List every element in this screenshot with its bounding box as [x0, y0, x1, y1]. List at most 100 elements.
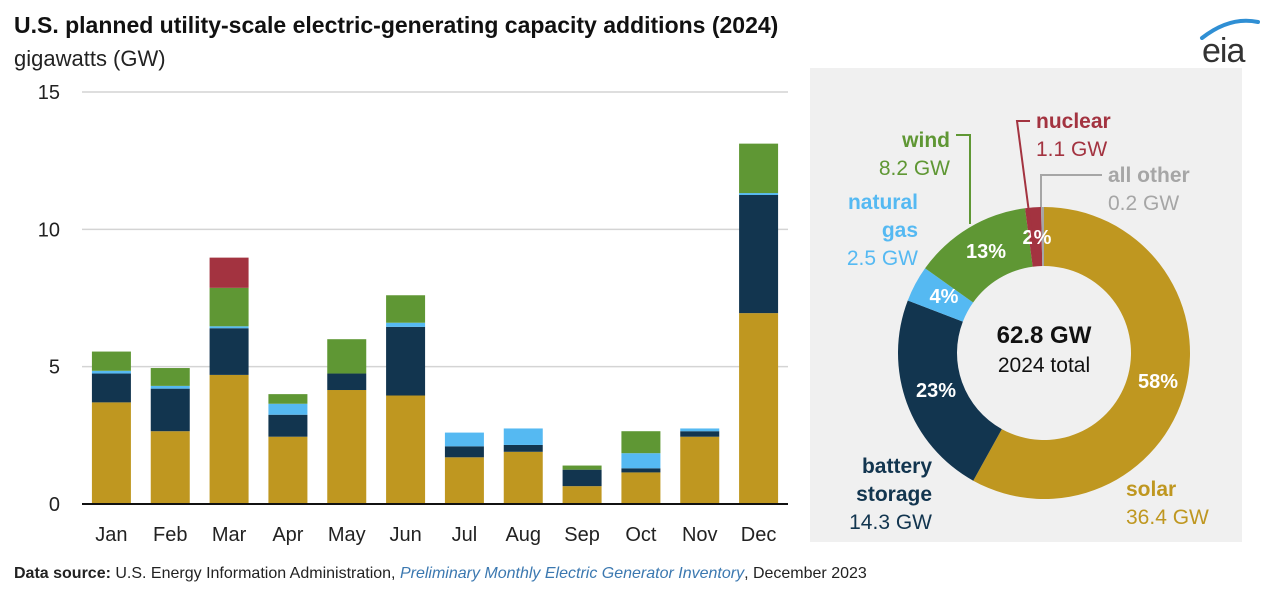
- donut-slice-all-other: [1041, 207, 1044, 267]
- bar-segment-solar-dec: [739, 313, 779, 504]
- bar-segment-solar-jan: [91, 402, 131, 504]
- x-tick-label: Jan: [95, 524, 127, 546]
- stacked-bar-chart: 0 5 10 15 Jan Feb Mar Apr May Jun Jul Aug Sep Oct Nov D…: [38, 82, 788, 546]
- leader-line-wind: [956, 134, 971, 224]
- bar-segment-battery-storage-mar: [209, 328, 249, 375]
- source-label: Data source:: [14, 565, 111, 582]
- bar-segment-wind-sep: [562, 465, 602, 470]
- bar-segment-battery-storage-sep: [562, 469, 602, 487]
- donut-label-all-other-0: all other: [1108, 164, 1190, 187]
- donut-label-wind-1: 8.2 GW: [879, 157, 950, 180]
- donut-label-battery-storage-1: storage: [856, 483, 932, 506]
- leader-line-all-other: [1040, 174, 1102, 207]
- donut-label-wind-0: wind: [901, 129, 950, 152]
- donut-center-label: 2024 total: [998, 354, 1090, 377]
- donut-label-solar-0: solar: [1126, 478, 1176, 501]
- bar-segment-battery-storage-feb: [150, 388, 190, 432]
- donut-percent-label-battery-storage: 23%: [916, 380, 956, 402]
- bar-segment-solar-jun: [386, 395, 426, 504]
- donut-label-nuclear-0: nuclear: [1036, 110, 1111, 133]
- bar-segment-solar-feb: [150, 431, 190, 504]
- bar-segment-battery-storage-jun: [386, 326, 426, 396]
- x-tick-label: Mar: [212, 524, 247, 546]
- donut-label-nuclear-1: 1.1 GW: [1036, 138, 1107, 161]
- donut-label-natural-gas-2: 2.5 GW: [847, 247, 918, 270]
- data-source-note: Data source: U.S. Energy Information Adm…: [14, 565, 867, 583]
- x-tick-label: Jun: [389, 524, 421, 546]
- x-tick-label: Oct: [625, 524, 657, 546]
- donut-slice-wind: [925, 208, 1033, 303]
- x-tick-label: Aug: [505, 524, 541, 546]
- bar-segment-natural-gas-aug: [503, 428, 543, 445]
- donut-label-battery-storage-2: 14.3 GW: [849, 511, 932, 534]
- bar-segment-natural-gas-mar: [209, 326, 249, 329]
- bar-segment-battery-storage-may: [327, 373, 367, 391]
- bar-segment-solar-apr: [268, 436, 308, 504]
- bar-segment-wind-apr: [268, 394, 308, 404]
- bar-segment-natural-gas-jan: [91, 370, 131, 374]
- x-tick-label: Apr: [272, 524, 303, 546]
- y-axis-unit-label: gigawatts (GW): [14, 46, 166, 71]
- bar-segment-wind-jun: [386, 295, 426, 323]
- logo-swoosh-icon: [1200, 18, 1260, 40]
- bar-segment-wind-feb: [150, 368, 190, 386]
- bar-segment-solar-sep: [562, 486, 602, 504]
- donut-label-all-other-1: 0.2 GW: [1108, 192, 1179, 215]
- x-tick-label: Sep: [564, 524, 600, 546]
- source-date: , December 2023: [744, 565, 867, 582]
- bar-segment-wind-may: [327, 339, 367, 374]
- x-tick-label: Feb: [153, 524, 187, 546]
- bar-segment-wind-mar: [209, 287, 249, 327]
- bar-segment-natural-gas-feb: [150, 385, 190, 389]
- donut-label-natural-gas-0: natural: [848, 191, 918, 214]
- bar-segment-natural-gas-dec: [739, 193, 779, 195]
- bar-segment-wind-jan: [91, 351, 131, 371]
- eia-logo: eia: [1192, 10, 1262, 70]
- bar-segment-battery-storage-aug: [503, 444, 543, 452]
- y-tick-label: 15: [38, 82, 60, 104]
- bar-segment-solar-may: [327, 390, 367, 504]
- y-tick-label: 5: [49, 357, 60, 379]
- donut-label-natural-gas-1: gas: [882, 219, 918, 242]
- source-publication-link[interactable]: Preliminary Monthly Electric Generator I…: [399, 565, 745, 582]
- bar-segment-solar-nov: [680, 436, 720, 504]
- donut-label-battery-storage-0: battery: [862, 455, 932, 478]
- bar-segment-natural-gas-apr: [268, 403, 308, 415]
- bar-segment-battery-storage-nov: [680, 431, 720, 437]
- bar-segment-solar-mar: [209, 374, 249, 504]
- source-org: U.S. Energy Information Administration,: [110, 565, 400, 582]
- bar-segment-natural-gas-jul: [444, 432, 484, 447]
- donut-center-value: 62.8 GW: [997, 322, 1092, 349]
- logo-text: eia: [1202, 32, 1245, 70]
- donut-label-solar-1: 36.4 GW: [1126, 506, 1209, 529]
- y-tick-label: 10: [38, 219, 60, 241]
- x-tick-label: Nov: [682, 524, 718, 546]
- bar-segment-battery-storage-dec: [739, 195, 779, 314]
- x-tick-label: May: [328, 524, 366, 546]
- bar-segment-solar-jul: [444, 457, 484, 504]
- bar-segment-battery-storage-jan: [91, 373, 131, 403]
- donut-percent-label-natural-gas: 4%: [930, 286, 959, 308]
- bar-segment-wind-dec: [739, 143, 779, 194]
- bar-segment-nuclear-mar: [209, 257, 249, 288]
- y-tick-label: 0: [49, 494, 60, 516]
- donut-percent-label-nuclear: 2%: [1023, 227, 1052, 249]
- bar-segment-solar-oct: [621, 472, 661, 504]
- donut-slice-natural-gas: [907, 268, 974, 322]
- chart-title: U.S. planned utility-scale electric-gene…: [14, 12, 779, 38]
- donut-chart: 58% 23% 4% 13% 2% 62.8 GW 2024 total wind 8.2 GW…: [847, 110, 1209, 534]
- bar-segment-solar-aug: [503, 451, 543, 504]
- bar-segment-natural-gas-nov: [680, 428, 720, 432]
- bar-segment-battery-storage-oct: [621, 468, 661, 473]
- bar-segment-battery-storage-jul: [444, 446, 484, 458]
- donut-percent-label-wind: 13%: [966, 241, 1006, 263]
- bar-segment-battery-storage-apr: [268, 414, 308, 437]
- donut-percent-label-solar: 58%: [1138, 371, 1178, 393]
- x-tick-label: Jul: [452, 524, 478, 546]
- leader-line-nuclear: [1015, 120, 1036, 259]
- bar-segment-natural-gas-jun: [386, 322, 426, 327]
- x-tick-label: Dec: [741, 524, 777, 546]
- bar-segment-natural-gas-oct: [621, 453, 661, 469]
- bar-segment-wind-oct: [621, 431, 661, 454]
- donut-slice-solar: [973, 207, 1190, 499]
